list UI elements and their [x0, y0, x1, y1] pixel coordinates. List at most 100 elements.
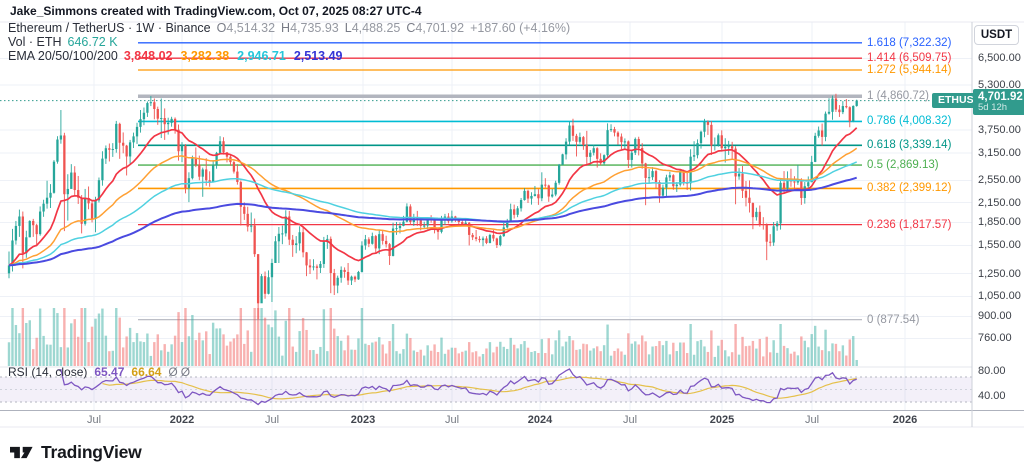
- volume-bar: [180, 342, 184, 366]
- volume-bar: [689, 324, 692, 366]
- volume-bar: [727, 356, 730, 366]
- candle-body: [132, 136, 135, 143]
- volume-bar: [571, 340, 575, 366]
- candle-body: [506, 222, 509, 228]
- candle-body: [222, 141, 225, 153]
- candle-body: [198, 164, 201, 177]
- candle-body: [253, 225, 256, 255]
- volume-bar: [52, 308, 56, 366]
- candle-body: [741, 173, 744, 191]
- candle-body: [111, 149, 114, 151]
- candle-body: [350, 276, 353, 281]
- volume-bar: [481, 354, 485, 366]
- volume-bar: [281, 355, 284, 366]
- volume-bar: [28, 320, 31, 366]
- candle-body: [28, 220, 31, 238]
- candle-body: [11, 240, 14, 266]
- volume-bar: [298, 331, 301, 366]
- volume-bar: [789, 353, 793, 366]
- currency-toggle-button[interactable]: USDT: [974, 25, 1019, 45]
- volume-bar: [77, 336, 80, 366]
- price-tick-label: 2,550.00: [978, 174, 1021, 187]
- volume-bar: [132, 342, 135, 366]
- candle-body: [163, 118, 166, 125]
- candle-body: [118, 123, 121, 143]
- tradingview-logo-icon: [10, 446, 33, 459]
- volume-bar: [260, 308, 263, 366]
- volume-bar: [142, 342, 146, 366]
- candle-body: [156, 108, 159, 119]
- volume-bar: [357, 338, 360, 366]
- candle-body: [530, 195, 533, 199]
- candle-body: [755, 211, 758, 218]
- rsi-tick-label: 80.00: [978, 364, 1006, 377]
- time-tick-label: Jul: [444, 414, 460, 426]
- volume-bar: [343, 350, 346, 366]
- price-tick-label: 1,250.00: [978, 267, 1021, 280]
- volume-bar: [288, 308, 291, 366]
- volume-bar: [855, 360, 858, 366]
- volume-bar: [218, 328, 222, 366]
- candle-body: [170, 118, 173, 123]
- candle-body: [769, 241, 772, 243]
- candle-body: [682, 170, 685, 183]
- volume-bar: [35, 337, 38, 366]
- fib-level-label: 0.236 (1,817.57): [867, 218, 952, 231]
- volume-bar: [724, 350, 727, 366]
- volume-bar: [824, 329, 827, 366]
- rsi-visibility-icon[interactable]: Ø: [168, 365, 178, 379]
- candle-body: [301, 232, 305, 253]
- volume-bar: [146, 333, 149, 366]
- candle-body: [270, 262, 274, 278]
- candle-body: [523, 190, 526, 201]
- candle-body: [602, 155, 606, 164]
- candle-body: [838, 109, 841, 113]
- fib-level-label: 1.272 (5,944.14): [867, 64, 952, 77]
- candle-body: [45, 197, 49, 204]
- candle-body: [14, 225, 18, 241]
- candle-body: [322, 242, 326, 264]
- volume-bar: [66, 347, 70, 366]
- candle-body: [194, 158, 197, 165]
- candle-body: [533, 194, 537, 196]
- volume-bar: [741, 336, 744, 366]
- volume-bar: [239, 308, 243, 366]
- volume-bar: [402, 349, 405, 366]
- candle-body: [578, 137, 582, 142]
- volume-bar: [845, 355, 848, 366]
- candle-body: [675, 184, 678, 187]
- candle-body: [717, 135, 720, 145]
- candle-body: [516, 208, 519, 215]
- volume-bar: [163, 344, 166, 366]
- ema-value: 2,513.49: [293, 49, 343, 63]
- candle-body: [298, 232, 301, 244]
- candle-body: [184, 145, 187, 189]
- volume-bar: [371, 342, 374, 366]
- candle-body: [398, 225, 402, 229]
- volume-value: 646.72 K: [67, 35, 118, 49]
- candle-body: [561, 154, 564, 165]
- ema-value: 3,282.38: [180, 49, 230, 63]
- candle-body: [205, 169, 208, 181]
- candle-body: [177, 129, 180, 152]
- candle-body: [239, 182, 242, 207]
- volume-bar: [658, 341, 661, 366]
- volume-bar: [589, 350, 592, 366]
- candle-body: [402, 221, 405, 226]
- volume-bar: [149, 355, 153, 366]
- volume-bar: [668, 354, 672, 366]
- volume-bar: [516, 348, 519, 366]
- candle-body: [246, 213, 249, 227]
- candle-body: [256, 254, 260, 304]
- candle-body: [115, 123, 118, 150]
- legend-row-volume: Vol · ETH 646.72 K: [8, 35, 570, 49]
- rsi-visibility-icon[interactable]: Ø: [180, 365, 191, 379]
- price-tick-label: 1,850.00: [978, 216, 1021, 229]
- candle-body: [291, 239, 294, 246]
- volume-bar: [391, 324, 395, 366]
- attribution-text: Jake_Simmons created with TradingView.co…: [10, 4, 422, 18]
- candle-body: [613, 129, 616, 133]
- price-chart-canvas[interactable]: [0, 0, 1024, 451]
- volume-bar: [115, 308, 118, 366]
